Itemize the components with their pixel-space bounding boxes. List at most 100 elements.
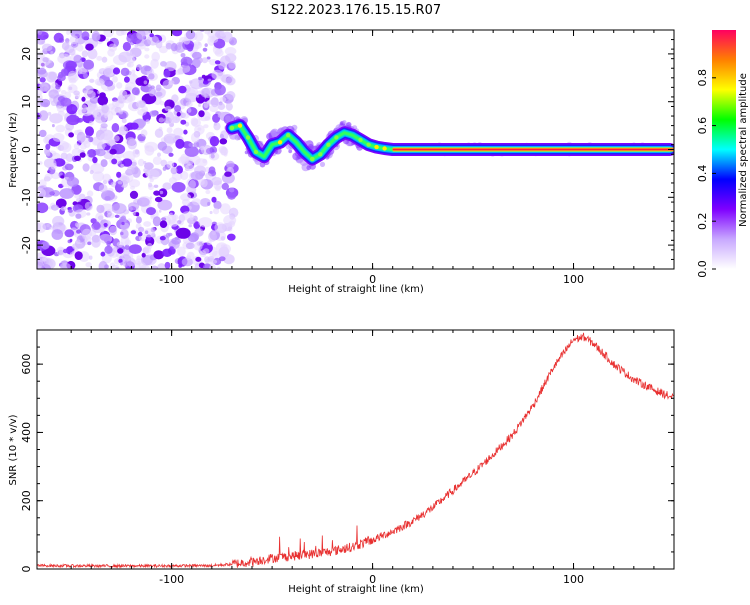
noise-blob	[195, 256, 202, 262]
noise-blob	[116, 241, 124, 247]
noise-blob	[37, 204, 46, 213]
noise-blob	[171, 182, 186, 193]
noise-blob	[126, 86, 132, 91]
noise-blob	[58, 71, 64, 79]
noise-blob	[37, 188, 46, 199]
noise-blob	[55, 84, 61, 90]
noise-blob	[164, 261, 171, 269]
ridge-halo	[225, 115, 231, 122]
noise-blob	[39, 129, 47, 138]
noise-blob	[176, 246, 186, 257]
noise-blob	[64, 229, 75, 238]
noise-blob	[101, 56, 108, 63]
noise-blob	[110, 264, 120, 269]
noise-blob	[50, 162, 57, 170]
ridge-peak	[229, 125, 235, 131]
noise-blob	[90, 163, 105, 174]
noise-blob	[177, 219, 184, 226]
noise-blob	[209, 264, 216, 269]
noise-blob	[70, 53, 81, 62]
noise-blob	[76, 131, 86, 143]
noise-blob	[101, 143, 107, 148]
noise-blob	[92, 136, 103, 146]
noise-blob	[122, 41, 131, 52]
noise-blob	[162, 166, 167, 171]
noise-blob	[69, 35, 79, 45]
noise-blob	[173, 127, 184, 137]
noise-blob	[91, 30, 101, 42]
ridge-peak	[318, 152, 323, 157]
noise-blob	[229, 187, 235, 193]
noise-blob	[185, 30, 196, 40]
noise-blob	[205, 173, 212, 179]
noise-blob	[104, 110, 114, 121]
noise-blob	[164, 106, 172, 112]
noise-blob	[175, 165, 183, 174]
noise-blob	[168, 80, 175, 86]
ridge-peak	[334, 135, 339, 140]
y-tick-label: 10	[20, 95, 33, 109]
noise-blob	[44, 173, 53, 180]
snr-marks	[37, 332, 674, 569]
noise-blob	[168, 177, 177, 185]
noise-blob	[135, 212, 140, 217]
noise-blob	[153, 184, 159, 188]
colorbar-tick-label: 0.0	[696, 260, 709, 278]
noise-blob	[166, 127, 173, 134]
noise-blob	[146, 169, 160, 180]
noise-blob	[127, 56, 136, 64]
noise-blob	[160, 60, 167, 67]
noise-blob	[97, 215, 104, 220]
noise-blob	[136, 64, 142, 71]
noise-blob	[85, 126, 94, 137]
noise-blob	[50, 51, 54, 55]
noise-blob	[104, 196, 111, 201]
ridge-halo	[288, 149, 293, 154]
noise-blob	[112, 76, 118, 83]
ridge-halo	[340, 122, 344, 126]
noise-blob	[81, 228, 93, 240]
noise-blob	[37, 261, 44, 269]
noise-blob	[211, 69, 224, 80]
y-tick-label: -20	[20, 236, 33, 254]
noise-blob	[191, 41, 203, 49]
noise-blob	[83, 90, 88, 94]
noise-blob	[83, 72, 88, 79]
noise-blob	[227, 233, 236, 241]
noise-blob	[88, 120, 94, 126]
noise-blob	[148, 30, 152, 34]
noise-blob	[157, 141, 167, 151]
noise-blob	[96, 204, 105, 214]
noise-blob	[87, 149, 97, 158]
noise-blob	[146, 72, 158, 82]
noise-blob	[55, 198, 67, 209]
ridge-peak	[286, 133, 291, 138]
noise-blob	[112, 100, 120, 107]
colorbar-tick-label: 0.2	[696, 212, 709, 230]
noise-blob	[152, 216, 161, 227]
noise-blob	[85, 134, 90, 139]
noise-blob	[51, 229, 64, 240]
noise-blob	[159, 220, 168, 228]
noise-blob	[209, 104, 219, 113]
noise-blob	[66, 176, 79, 187]
noise-blob	[50, 100, 58, 107]
noise-blob	[105, 38, 110, 42]
spectrogram-marks	[37, 30, 674, 269]
noise-blob	[157, 263, 167, 269]
ridge-halo	[271, 131, 278, 138]
noise-blob	[214, 222, 226, 234]
noise-blob	[76, 198, 82, 203]
noise-blob	[124, 239, 132, 246]
noise-blob	[158, 117, 165, 123]
noise-blob	[210, 97, 219, 108]
noise-blob	[41, 241, 50, 250]
noise-blob	[126, 34, 134, 43]
noise-blob	[198, 178, 205, 186]
noise-blob	[144, 54, 150, 59]
noise-blob	[55, 124, 66, 133]
noise-blob	[82, 163, 90, 172]
noise-blob	[144, 66, 152, 72]
noise-blob	[162, 248, 173, 257]
noise-blob	[48, 59, 52, 64]
